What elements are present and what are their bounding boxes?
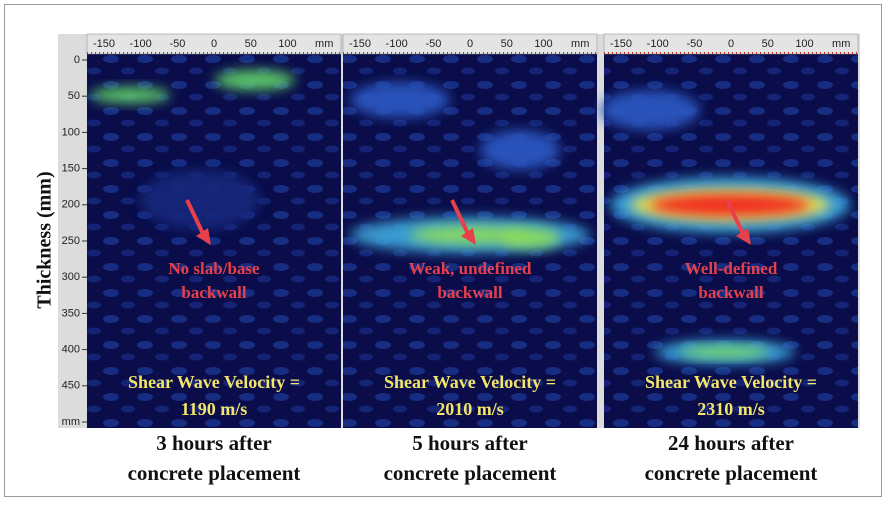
- ruler: [603, 33, 859, 55]
- x-tick-label: 0: [467, 38, 473, 50]
- annotation: backwall: [437, 283, 502, 302]
- x-tick-label: 0: [211, 38, 217, 50]
- y-tick-label: mm: [62, 416, 80, 428]
- x-tick-label: 0: [728, 38, 734, 50]
- y-tick-label: 150: [62, 163, 80, 175]
- y-tick-label: 400: [62, 344, 80, 356]
- x-tick-label: 50: [245, 38, 257, 50]
- x-tick-label: 50: [762, 38, 774, 50]
- panel: -150 -100 -50 0 50 100 mm Weak, undefined backwa…: [342, 33, 598, 485]
- caption: 24 hours after: [668, 431, 794, 455]
- ruler: [86, 33, 342, 55]
- reflection: [350, 82, 450, 118]
- caption: concrete placement: [384, 461, 557, 485]
- x-tick-label: mm: [571, 38, 589, 50]
- x-tick-label: -50: [169, 38, 185, 50]
- arrow: [450, 199, 472, 239]
- annotation: backwall: [181, 283, 246, 302]
- annotation: backwall: [698, 283, 763, 302]
- velocity-label: Shear Wave Velocity =: [384, 372, 556, 392]
- annotation: Well-defined: [685, 259, 778, 278]
- arrow-head: [196, 228, 211, 245]
- reflection: [600, 90, 700, 130]
- x-tick-label: -100: [130, 38, 152, 50]
- reflection: [215, 70, 295, 90]
- velocity-label: 2310 m/s: [697, 399, 765, 419]
- x-tick-label: -100: [647, 38, 669, 50]
- caption: 3 hours after: [156, 431, 271, 455]
- x-tick-label: 100: [278, 38, 296, 50]
- caption: concrete placement: [645, 461, 818, 485]
- reflection: [680, 346, 770, 358]
- y-axis-label: Thickness (mm): [34, 171, 56, 308]
- reflection: [90, 87, 170, 103]
- ruler: [342, 33, 598, 55]
- x-tick-label: mm: [832, 38, 850, 50]
- x-tick-label: -50: [686, 38, 702, 50]
- x-tick-label: -100: [386, 38, 408, 50]
- x-tick-label: -50: [425, 38, 441, 50]
- velocity-label: Shear Wave Velocity =: [645, 372, 817, 392]
- arrow: [725, 199, 747, 239]
- x-tick-label: -150: [349, 38, 371, 50]
- caption: concrete placement: [128, 461, 301, 485]
- reflection: [500, 228, 560, 248]
- panels: -150 -100 -50 0 50 100 mm No slab/base backwall S…: [86, 33, 859, 485]
- velocity-label: 2010 m/s: [436, 399, 504, 419]
- y-tick-label: 300: [62, 271, 80, 283]
- x-tick-label: -150: [610, 38, 632, 50]
- annotation: Weak, undefined: [409, 259, 532, 278]
- x-tick-label: -150: [93, 38, 115, 50]
- heatmap: [87, 54, 341, 428]
- y-tick-label: 250: [62, 235, 80, 247]
- x-tick-label: 100: [534, 38, 552, 50]
- arrow-head: [736, 228, 751, 245]
- panel: -150 -100 -50 0 50 100 mm No slab/base backwall S…: [86, 33, 342, 485]
- x-tick-label: 50: [501, 38, 513, 50]
- x-tick-label: 100: [795, 38, 813, 50]
- velocity-label: 1190 m/s: [181, 399, 248, 419]
- y-tick-label: 100: [62, 126, 80, 138]
- y-tick-label: 0: [74, 54, 80, 66]
- reflection: [140, 170, 260, 230]
- annotation: No slab/base: [168, 259, 260, 278]
- y-tick-label: 200: [62, 199, 80, 211]
- y-tick-label: 450: [62, 380, 80, 392]
- x-tick-label: mm: [315, 38, 333, 50]
- y-tick-label: 350: [62, 307, 80, 319]
- reflection: [480, 130, 560, 170]
- panel: -150 -100 -50 0 50 100 mm Well-defined backwall S…: [600, 33, 859, 485]
- y-tick-label: 50: [68, 90, 80, 102]
- velocity-label: Shear Wave Velocity =: [128, 372, 300, 392]
- arrow: [185, 199, 207, 239]
- caption: 5 hours after: [412, 431, 527, 455]
- arrow-head: [461, 228, 476, 245]
